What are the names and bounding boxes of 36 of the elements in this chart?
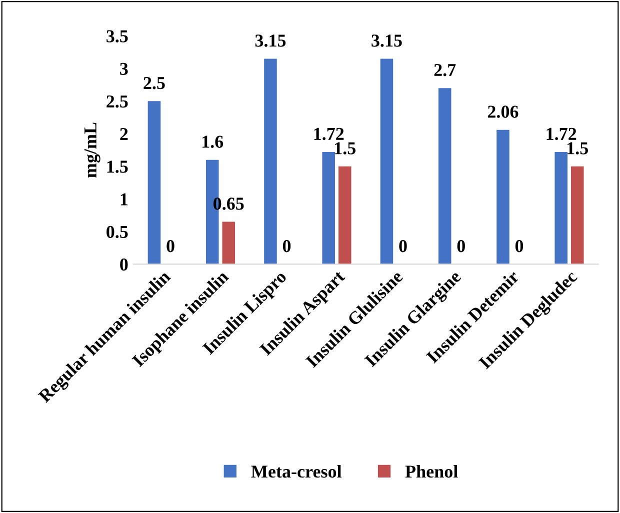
data-label: 1.5 bbox=[335, 142, 356, 154]
bar bbox=[570, 166, 584, 264]
y-tick-label: 2.5 bbox=[106, 95, 128, 108]
data-label: 1.5 bbox=[568, 142, 588, 154]
data-label: 2.7 bbox=[434, 64, 456, 76]
data-label: 3.15 bbox=[372, 34, 402, 47]
data-label: 0 bbox=[399, 240, 407, 252]
y-tick-label: 2 bbox=[120, 128, 128, 140]
data-label: 1.6 bbox=[202, 136, 224, 148]
data-label: 0 bbox=[515, 240, 524, 252]
bar bbox=[438, 88, 452, 264]
y-tick-label: 3.5 bbox=[106, 30, 128, 42]
y-tick-label: 1 bbox=[120, 193, 128, 206]
data-label: 1.72 bbox=[314, 128, 344, 140]
data-label: 2.06 bbox=[488, 106, 518, 118]
data-label: 0 bbox=[457, 240, 465, 252]
legend-label: Phenol bbox=[405, 464, 458, 478]
bar bbox=[338, 166, 352, 264]
data-label: 2.5 bbox=[144, 77, 165, 90]
bar bbox=[554, 152, 568, 264]
y-tick-label: 1.5 bbox=[107, 160, 128, 173]
y-tick-label: 0 bbox=[120, 258, 128, 271]
data-label: 0 bbox=[282, 240, 291, 252]
y-tick-label: 3 bbox=[120, 62, 128, 75]
y-axis-title: mg/mL bbox=[84, 122, 100, 178]
data-label: 0 bbox=[166, 240, 174, 252]
bar bbox=[380, 58, 394, 264]
legend-label: Meta-cresol bbox=[251, 464, 342, 478]
bar bbox=[496, 130, 510, 264]
y-tick-label: 0.5 bbox=[106, 226, 128, 238]
data-label: 1.72 bbox=[546, 128, 576, 140]
data-label: 3.15 bbox=[255, 34, 286, 47]
bar bbox=[264, 58, 277, 264]
bar bbox=[222, 222, 236, 264]
bar bbox=[322, 152, 335, 264]
bar bbox=[148, 101, 161, 264]
